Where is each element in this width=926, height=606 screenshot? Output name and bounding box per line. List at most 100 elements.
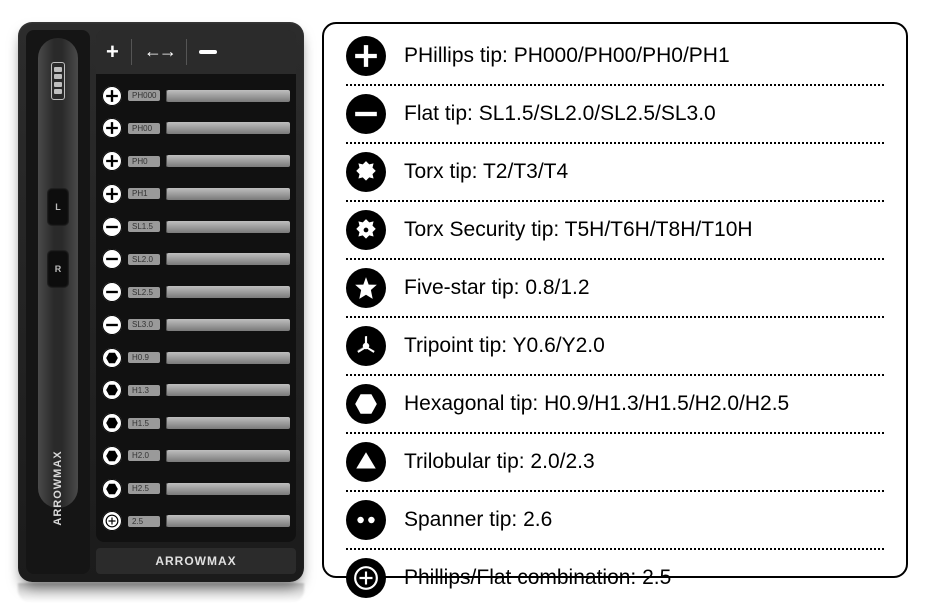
bit-row: PH1 <box>102 180 290 208</box>
bit-size-label: H2.0 <box>128 450 160 461</box>
bit-size-label: SL2.0 <box>128 254 160 265</box>
bit-size-label: PH000 <box>128 90 160 101</box>
legend-text: Phillips/Flat combination: 2.5 <box>404 566 671 590</box>
legend-text: Hexagonal tip: H0.9/H1.3/H1.5/H2.0/H2.5 <box>404 392 789 416</box>
bit-size-label: SL1.5 <box>128 221 160 232</box>
case-header: + ←→ <box>96 30 296 74</box>
bit-shaft <box>166 188 290 200</box>
flat-icon <box>346 94 386 134</box>
legend-text: Torx tip: T2/T3/T4 <box>404 160 568 184</box>
bit-row: H1.5 <box>102 409 290 437</box>
phillips-icon <box>346 36 386 76</box>
bit-tray: PH000 PH00 PH0 PH1 SL1.5 SL2.0 SL2.5 SL3… <box>96 74 296 542</box>
hex-icon <box>102 479 122 499</box>
hex-icon <box>102 380 122 400</box>
bit-row: SL1.5 <box>102 213 290 241</box>
bit-size-label: H1.3 <box>128 385 160 396</box>
phillips-icon <box>102 118 122 138</box>
bit-row: H0.9 <box>102 344 290 372</box>
hex-icon <box>102 348 122 368</box>
bit-shaft <box>166 221 290 233</box>
bit-shaft <box>166 483 290 495</box>
legend-row: Spanner tip: 2.6 <box>346 492 884 550</box>
bit-row: SL2.0 <box>102 245 290 273</box>
legend-text: Tripoint tip: Y0.6/Y2.0 <box>404 334 605 358</box>
minus-icon <box>199 50 217 54</box>
flat-icon <box>102 217 122 237</box>
legend-row: Torx tip: T2/T3/T4 <box>346 144 884 202</box>
bit-shaft <box>166 352 290 364</box>
right-button[interactable]: R <box>47 250 69 288</box>
hex-icon <box>102 413 122 433</box>
phillips-icon <box>102 184 122 204</box>
driver-slot: L R ARROWMAX <box>26 30 90 574</box>
bit-row: 2.5 <box>102 507 290 535</box>
legend-row: Trilobular tip: 2.0/2.3 <box>346 434 884 492</box>
bit-row: PH000 <box>102 82 290 110</box>
legend-row: Phillips/Flat combination: 2.5 <box>346 550 884 606</box>
tool-case: L R ARROWMAX + ←→ PH000 PH00 PH0 <box>18 22 304 582</box>
bit-shaft <box>166 515 290 527</box>
legend-row: Five-star tip: 0.8/1.2 <box>346 260 884 318</box>
bit-size-label: H1.5 <box>128 418 160 429</box>
bit-row: PH0 <box>102 147 290 175</box>
left-button[interactable]: L <box>47 188 69 226</box>
bit-size-label: H2.5 <box>128 483 160 494</box>
legend-row: Torx Security tip: T5H/T6H/T8H/T10H <box>346 202 884 260</box>
legend-panel: PHillips tip: PH000/PH00/PH0/PH1 Flat ti… <box>322 22 908 578</box>
bit-shaft <box>166 286 290 298</box>
hex-icon <box>346 384 386 424</box>
driver-brand-label: ARROWMAX <box>52 450 64 525</box>
flat-icon <box>102 249 122 269</box>
bit-row: H2.0 <box>102 442 290 470</box>
legend-text: Five-star tip: 0.8/1.2 <box>404 276 590 300</box>
bit-shaft <box>166 417 290 429</box>
torxsec-icon <box>346 210 386 250</box>
bit-row: SL3.0 <box>102 311 290 339</box>
bit-size-label: PH0 <box>128 156 160 167</box>
bit-row: H1.3 <box>102 376 290 404</box>
bit-shaft <box>166 155 290 167</box>
legend-row: Tripoint tip: Y0.6/Y2.0 <box>346 318 884 376</box>
bit-row: H2.5 <box>102 475 290 503</box>
hex-icon <box>102 446 122 466</box>
legend-text: Torx Security tip: T5H/T6H/T8H/T10H <box>404 218 753 242</box>
double-arrow-icon: ←→ <box>144 41 174 62</box>
trilobular-icon <box>346 442 386 482</box>
legend-row: PHillips tip: PH000/PH00/PH0/PH1 <box>346 28 884 86</box>
bit-size-label: PH00 <box>128 123 160 134</box>
legend-text: Trilobular tip: 2.0/2.3 <box>404 450 595 474</box>
bit-shaft <box>166 384 290 396</box>
electric-driver: L R ARROWMAX <box>38 38 78 508</box>
flat-icon <box>102 282 122 302</box>
torx-icon <box>346 152 386 192</box>
phillips-icon <box>102 86 122 106</box>
plus-icon: + <box>106 39 119 65</box>
bit-row: SL2.5 <box>102 278 290 306</box>
combo-icon <box>346 558 386 598</box>
bit-size-label: 2.5 <box>128 516 160 527</box>
combo-icon <box>102 511 122 531</box>
bit-size-label: H0.9 <box>128 352 160 363</box>
bit-size-label: SL2.5 <box>128 287 160 298</box>
bit-shaft <box>166 90 290 102</box>
legend-text: Spanner tip: 2.6 <box>404 508 552 532</box>
bit-shaft <box>166 122 290 134</box>
legend-text: PHillips tip: PH000/PH00/PH0/PH1 <box>404 44 730 68</box>
bit-size-label: SL3.0 <box>128 319 160 330</box>
bit-shaft <box>166 319 290 331</box>
battery-indicator-icon <box>51 62 65 100</box>
legend-row: Flat tip: SL1.5/SL2.0/SL2.5/SL3.0 <box>346 86 884 144</box>
star5-icon <box>346 268 386 308</box>
bit-row: PH00 <box>102 114 290 142</box>
phillips-icon <box>102 151 122 171</box>
bit-shaft <box>166 450 290 462</box>
legend-row: Hexagonal tip: H0.9/H1.3/H1.5/H2.0/H2.5 <box>346 376 884 434</box>
spanner-icon <box>346 500 386 540</box>
brand-plate: ARROWMAX <box>96 548 296 574</box>
bit-shaft <box>166 253 290 265</box>
flat-icon <box>102 315 122 335</box>
tripoint-icon <box>346 326 386 366</box>
legend-text: Flat tip: SL1.5/SL2.0/SL2.5/SL3.0 <box>404 102 716 126</box>
bit-size-label: PH1 <box>128 188 160 199</box>
